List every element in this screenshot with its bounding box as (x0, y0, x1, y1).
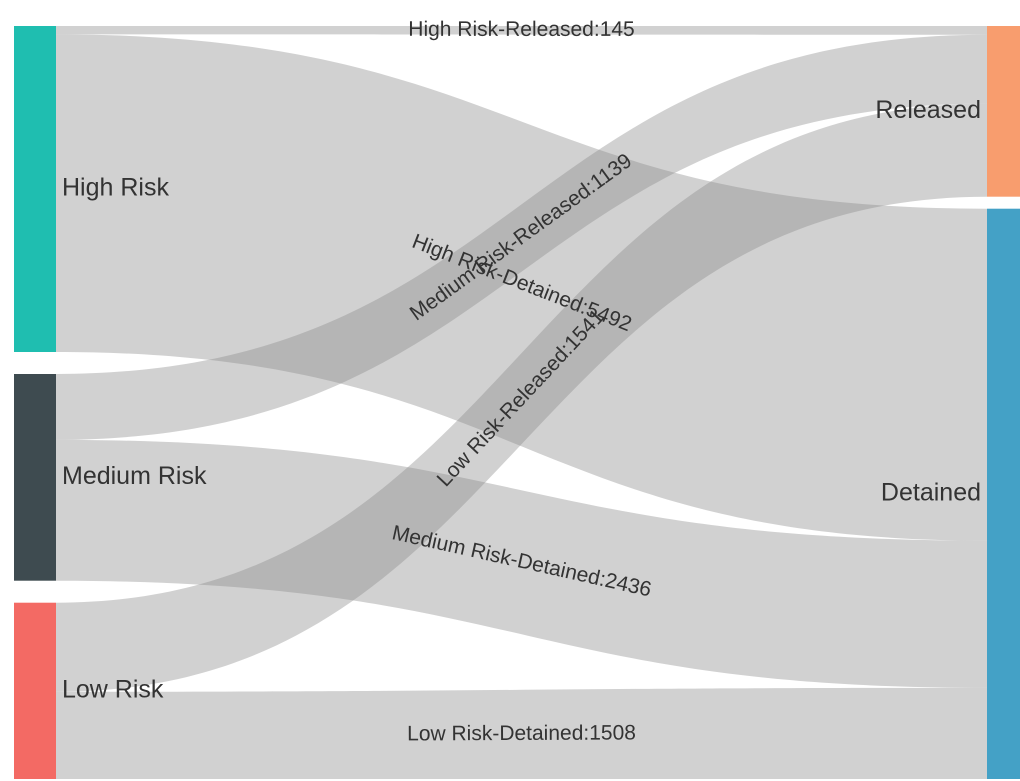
link-high-released[interactable] (56, 26, 987, 35)
node-high[interactable] (14, 26, 56, 352)
node-low[interactable] (14, 602, 56, 779)
node-label-medium: Medium Risk (62, 462, 207, 490)
link-medium-detained[interactable] (56, 439, 987, 688)
link-label-high-released: High Risk-Released:145 (408, 18, 634, 41)
link-high-detained[interactable] (56, 34, 987, 541)
node-labels-layer: High Risk Medium Risk Low Risk Released Deta… (62, 96, 981, 703)
links-layer (56, 26, 987, 779)
node-label-detained: Detained (881, 479, 981, 507)
node-medium[interactable] (14, 374, 56, 581)
node-released[interactable] (987, 26, 1020, 197)
link-low-detained[interactable] (56, 687, 987, 779)
link-label-low-detained: Low Risk-Detained:1508 (407, 721, 636, 745)
node-label-released: Released (875, 96, 981, 124)
node-label-low: Low Risk (62, 675, 164, 703)
node-detained[interactable] (987, 208, 1020, 779)
node-label-high: High Risk (62, 174, 169, 202)
nodes-layer (14, 26, 1020, 779)
link-medium-released[interactable] (56, 34, 987, 440)
link-low-released[interactable] (56, 103, 987, 692)
